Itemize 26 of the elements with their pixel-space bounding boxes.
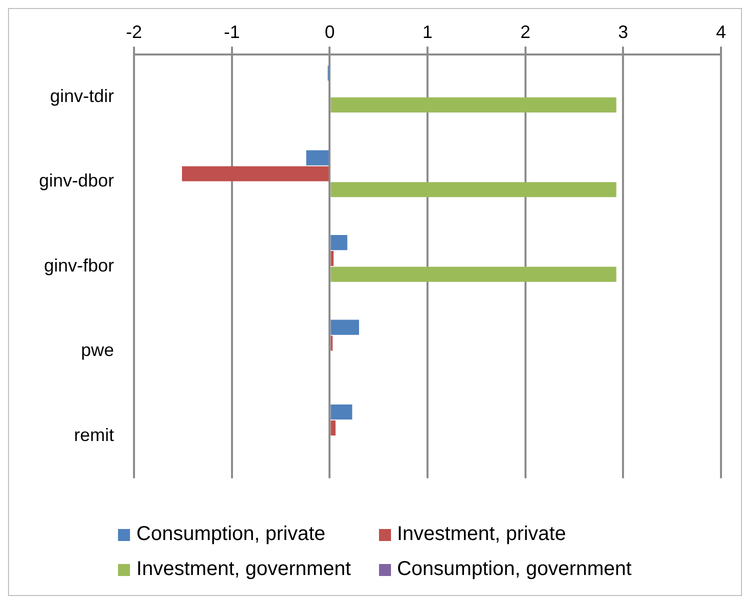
legend-label: Consumption, private bbox=[136, 523, 326, 546]
y-tick-label: ginv-dbor bbox=[38, 170, 114, 191]
y-tick-label: remit bbox=[74, 424, 114, 445]
y-tick-label: ginv-fbor bbox=[44, 255, 114, 276]
x-tick-label: 3 bbox=[618, 22, 628, 42]
x-tick-label: 0 bbox=[324, 22, 335, 42]
x-tick-label: 2 bbox=[520, 22, 530, 42]
bar bbox=[330, 235, 348, 250]
legend-label: Investment, government bbox=[136, 558, 351, 581]
bar bbox=[330, 266, 616, 282]
bar bbox=[330, 404, 352, 420]
bar bbox=[182, 166, 329, 182]
x-tick-label: 1 bbox=[422, 22, 433, 42]
x-tick-label: -1 bbox=[224, 22, 240, 42]
bar bbox=[330, 182, 616, 198]
bar bbox=[330, 250, 334, 266]
y-tick-label: ginv-tdir bbox=[50, 86, 114, 106]
bar bbox=[330, 320, 360, 335]
legend-label: Investment, private bbox=[396, 523, 566, 546]
x-tick-label: 4 bbox=[716, 22, 726, 42]
bar bbox=[306, 150, 329, 166]
bar bbox=[330, 420, 336, 436]
y-tick-label: pwe bbox=[81, 340, 114, 360]
bar bbox=[330, 97, 616, 112]
x-tick-label: -2 bbox=[126, 22, 142, 42]
legend-label: Consumption, government bbox=[396, 558, 632, 581]
